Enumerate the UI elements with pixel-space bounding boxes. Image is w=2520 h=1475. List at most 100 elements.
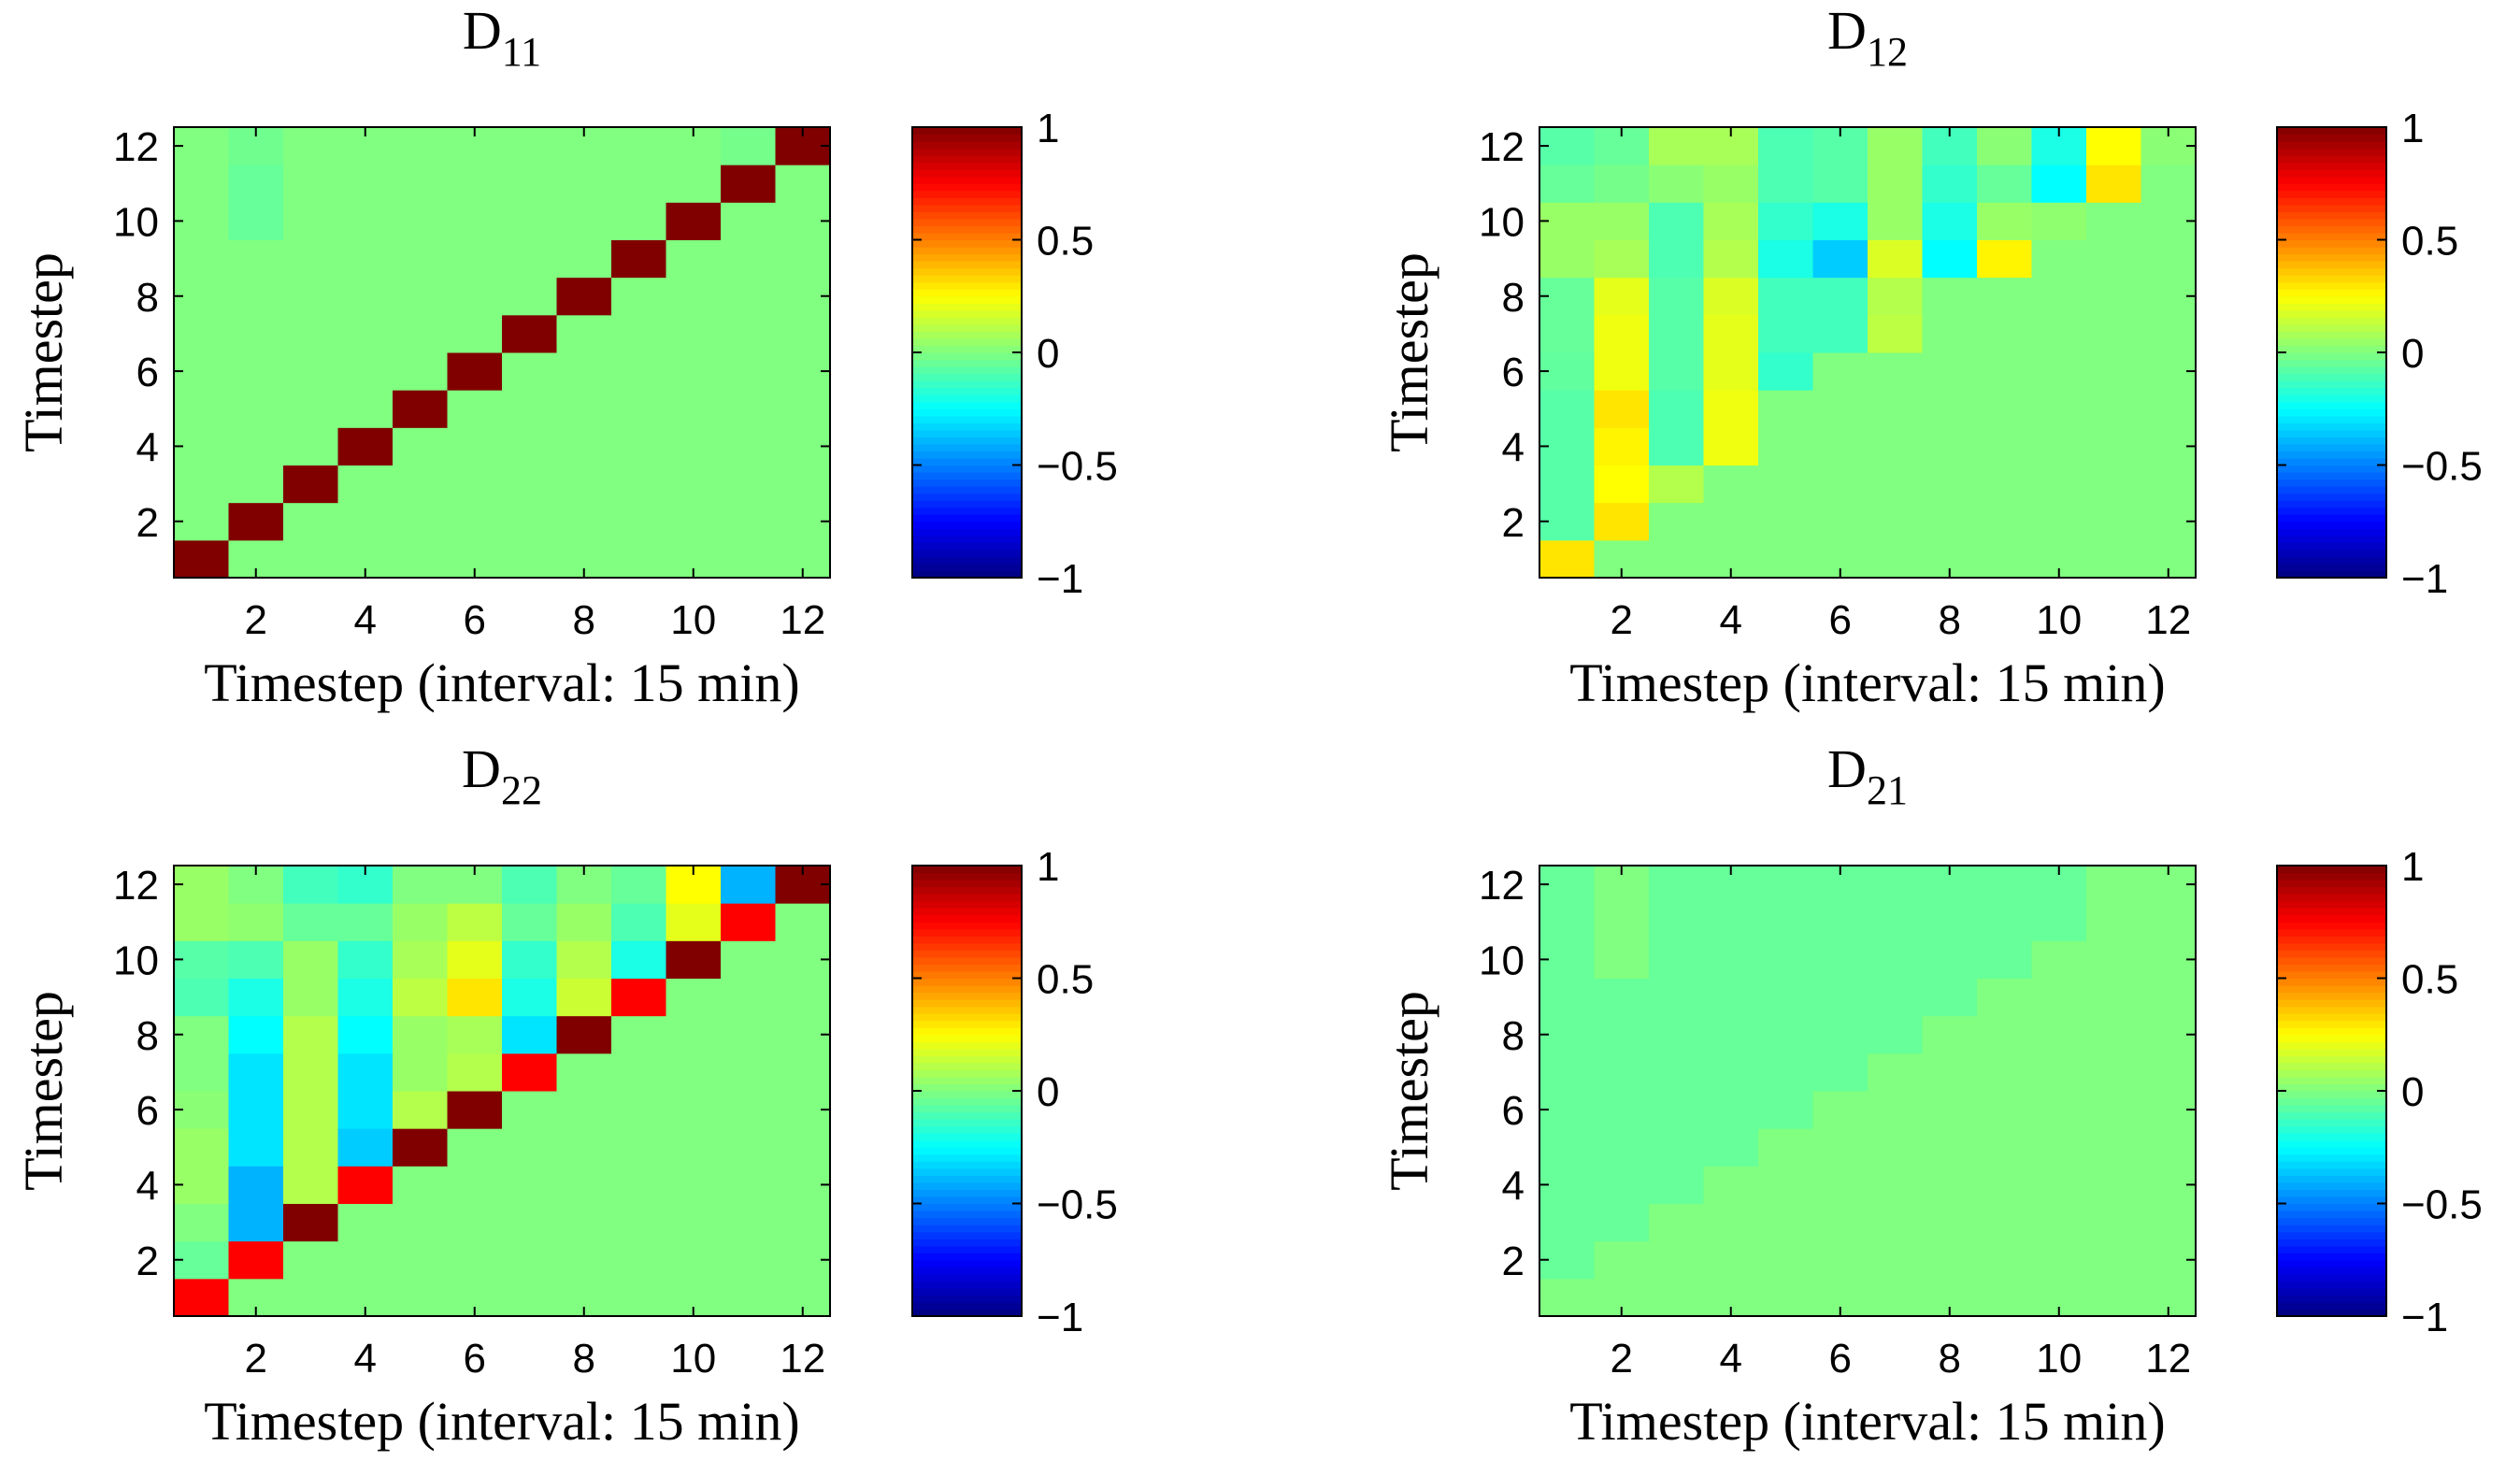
colorbar-segment	[2277, 1287, 2386, 1296]
colorbar-segment	[912, 507, 1022, 515]
heatmap-cell	[611, 903, 666, 941]
heatmap-cell	[228, 940, 284, 979]
colorbar-segment	[2277, 992, 2386, 1000]
heatmap-cell	[1812, 465, 1869, 504]
heatmap-cell	[1703, 202, 1759, 240]
colorbar-segment	[912, 337, 1022, 347]
heatmap-cell	[1594, 502, 1650, 541]
heatmap-cell	[1594, 1203, 1650, 1242]
heatmap-cell	[393, 502, 448, 541]
heatmap-cell	[502, 1166, 557, 1204]
colorbar-segment	[2277, 999, 2386, 1008]
heatmap-cell	[337, 978, 394, 1017]
heatmap-cell	[1703, 390, 1759, 428]
heatmap-cell	[556, 1240, 612, 1280]
colorbar-tick-label: 1	[1037, 844, 1059, 890]
heatmap-cell	[1594, 165, 1650, 203]
heatmap-cell	[174, 539, 229, 579]
heatmap-cell	[721, 978, 776, 1017]
chart-title-main: D	[462, 738, 501, 799]
x-tick-label: 6	[1829, 597, 1852, 643]
chart-title-main: D	[1827, 0, 1867, 61]
heatmap-cell	[1922, 978, 1978, 1017]
y-tick-label: 10	[113, 938, 159, 983]
heatmap-cell	[283, 239, 338, 279]
colorbar-segment	[912, 1203, 1022, 1211]
heatmap-cell	[611, 502, 666, 541]
heatmap-cell	[337, 427, 394, 465]
colorbar-segment	[2277, 289, 2386, 297]
heatmap-cell	[611, 314, 666, 353]
heatmap-cell	[2031, 502, 2087, 541]
heatmap-cell	[447, 165, 503, 203]
heatmap-cell	[2031, 202, 2087, 240]
heatmap-cell	[174, 903, 229, 941]
colorbar-segment	[2277, 451, 2386, 459]
colorbar-segment	[912, 936, 1022, 944]
colorbar-tick-label: 1	[2401, 844, 2424, 890]
colorbar-segment	[2277, 922, 2386, 930]
heatmap-cell	[666, 352, 722, 391]
colorbar-segment	[2277, 155, 2386, 164]
colorbar-segment	[912, 563, 1022, 572]
heatmap-cell	[721, 427, 776, 465]
colorbar-tick-label: 0.5	[1037, 957, 1094, 1003]
colorbar-segment	[912, 1196, 1022, 1205]
colorbar-segment	[912, 1259, 1022, 1267]
heatmap-cell	[721, 1128, 776, 1167]
heatmap-cell	[1868, 465, 1923, 504]
y-tick-label: 10	[1479, 938, 1525, 983]
heatmap-cell	[2141, 390, 2197, 428]
colorbar-segment	[912, 1167, 1022, 1176]
colorbar-segment	[2277, 549, 2386, 558]
heatmap-cell	[1812, 1091, 1869, 1129]
heatmap-cell	[1649, 127, 1704, 165]
y-tick-label: 2	[136, 500, 159, 546]
y-tick-label: 6	[136, 1088, 159, 1134]
colorbar-segment	[912, 1181, 1022, 1191]
colorbar-segment	[2277, 1027, 2386, 1036]
y-axis-label: Timestep	[1379, 252, 1439, 452]
heatmap-cell	[1758, 314, 1813, 353]
heatmap-cell	[2141, 165, 2197, 203]
colorbar-segment	[2277, 486, 2386, 494]
heatmap-cell	[337, 277, 394, 316]
heatmap-cell	[502, 390, 557, 428]
chart-title-subscript: 22	[501, 767, 542, 813]
heatmap-cell	[283, 202, 338, 240]
heatmap-cell	[393, 1053, 448, 1092]
heatmap-cell	[393, 277, 448, 316]
heatmap-cell	[611, 1015, 666, 1054]
heatmap-cell	[1703, 239, 1759, 279]
y-tick-label: 8	[1502, 275, 1525, 321]
colorbar-segment	[2277, 457, 2386, 466]
colorbar-segment	[2277, 1139, 2386, 1148]
heatmap-cell	[1868, 314, 1923, 353]
heatmap-cell	[1703, 277, 1759, 316]
heatmap-cell	[1649, 427, 1704, 465]
heatmap-cell	[1758, 239, 1813, 279]
colorbar-segment	[912, 317, 1022, 325]
y-tick-label: 8	[136, 275, 159, 321]
colorbar-segment	[2277, 1006, 2386, 1014]
colorbar-segment	[912, 148, 1022, 156]
heatmap-cell	[1594, 940, 1650, 979]
heatmap-cell	[1649, 940, 1704, 979]
heatmap-cell	[447, 502, 503, 541]
colorbar-segment	[2277, 500, 2386, 508]
heatmap-cell	[1539, 390, 1595, 428]
heatmap-cell	[666, 978, 722, 1017]
heatmap-cell	[1539, 1128, 1595, 1167]
colorbar-segment	[2277, 380, 2386, 389]
colorbar-segment	[2277, 225, 2386, 234]
heatmap-cell	[2086, 978, 2141, 1017]
colorbar-segment	[2277, 345, 2386, 353]
heatmap-cell	[1977, 465, 2032, 504]
heatmap-cell	[2141, 239, 2197, 279]
heatmap-cell	[1922, 940, 1978, 979]
heatmap-cell	[283, 390, 338, 428]
heatmap-cell	[1649, 1278, 1704, 1317]
heatmap-cell	[1649, 539, 1704, 579]
heatmap-cell	[228, 427, 284, 465]
